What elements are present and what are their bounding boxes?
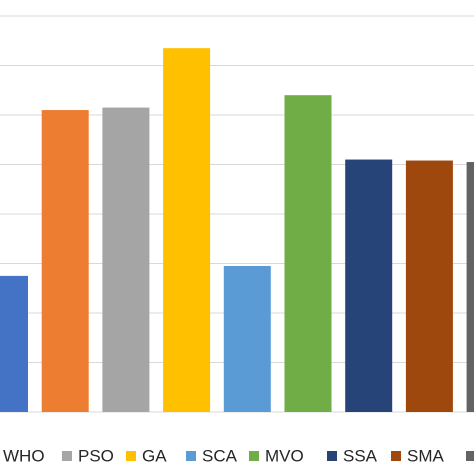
- legend-label-ga: GA: [142, 446, 167, 465]
- legend-swatch-ssa: [327, 451, 337, 461]
- bar-mvo: [284, 95, 332, 412]
- bars: [0, 48, 474, 413]
- legend: WHO PSO GA SCA MVO SSA SMA: [3, 446, 474, 465]
- legend-label-sma: SMA: [407, 446, 445, 465]
- legend-label-pso: PSO: [78, 446, 114, 465]
- legend-label-sca: SCA: [202, 446, 238, 465]
- bar-series-8: [466, 162, 474, 412]
- bar-who: [0, 275, 28, 412]
- bar-sca: [223, 265, 271, 412]
- legend-swatch-sma: [391, 451, 401, 461]
- bar-pso: [102, 107, 150, 412]
- legend-swatch-ga: [126, 451, 136, 461]
- legend-swatch-partial: [466, 451, 474, 461]
- bar-series-1: [41, 110, 89, 413]
- bar-ga: [163, 48, 211, 413]
- legend-label-mvo: MVO: [265, 446, 304, 465]
- legend-swatch-mvo: [249, 451, 259, 461]
- legend-swatch-pso: [62, 451, 72, 461]
- legend-label-ssa: SSA: [343, 446, 378, 465]
- legend-swatch-sca: [186, 451, 196, 461]
- legend-label-who: WHO: [3, 446, 45, 465]
- bar-sma: [405, 160, 453, 412]
- bar-ssa: [345, 159, 393, 412]
